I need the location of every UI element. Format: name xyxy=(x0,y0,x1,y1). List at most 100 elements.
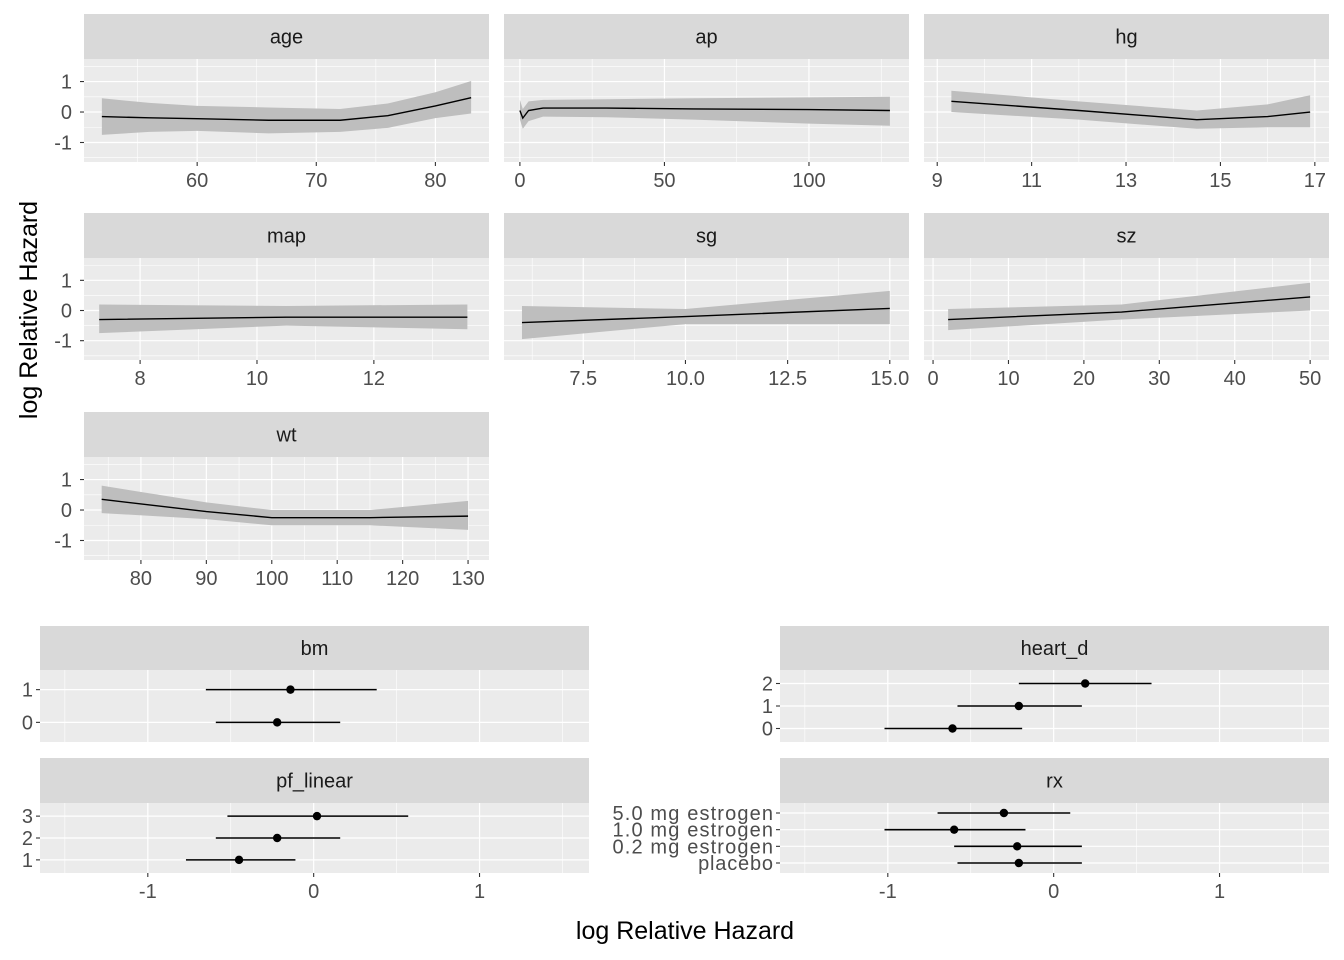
facet-strip-label: sg xyxy=(696,226,717,248)
x-tick-label: 15 xyxy=(1209,170,1231,192)
facet-strip-label: pf_linear xyxy=(276,771,353,793)
y-tick-label: -1 xyxy=(54,331,72,353)
panel-background xyxy=(780,803,1329,873)
y-tick-label: 0 xyxy=(61,500,72,522)
x-tick-label: 7.5 xyxy=(569,368,597,390)
estimate-point-pf_linear xyxy=(312,811,322,821)
y-tick-label: placebo xyxy=(698,853,773,875)
y-tick-label: 1 xyxy=(61,470,72,492)
y-tick-label: 0 xyxy=(762,719,773,741)
y-tick-label: 1.0 mg estrogen xyxy=(613,820,774,842)
estimate-point-bm xyxy=(286,685,295,694)
x-tick-label: 0 xyxy=(1048,881,1059,903)
y-tick-label: 0 xyxy=(61,301,72,323)
confidence-band-wt xyxy=(101,485,469,530)
effect-line-hg xyxy=(951,100,1311,121)
x-tick-label: 20 xyxy=(1073,368,1095,390)
estimate-point-heart_d xyxy=(948,724,957,733)
y-tick-label: 0 xyxy=(61,102,72,124)
x-tick-label: 9 xyxy=(932,170,943,192)
x-tick-label: 11 xyxy=(1021,170,1042,192)
facet-strip-label: sz xyxy=(1117,226,1137,248)
x-tick-label: 10 xyxy=(997,368,1019,390)
y-tick-label: 5.0 mg estrogen xyxy=(613,803,774,825)
facet-strip-label: hg xyxy=(1115,27,1137,49)
x-tick-label: 30 xyxy=(1148,368,1170,390)
facet-strip xyxy=(924,213,1329,258)
x-tick-label: 130 xyxy=(451,568,484,590)
y-tick-label: 2 xyxy=(22,828,33,850)
estimate-point-rx xyxy=(1014,858,1024,868)
facet-strip xyxy=(84,14,489,59)
confidence-band-age xyxy=(101,80,472,135)
x-tick-label: 8 xyxy=(135,368,146,390)
y-tick-label: -1 xyxy=(54,132,72,154)
facet-strip xyxy=(504,213,909,258)
facet-strip xyxy=(504,14,909,59)
estimate-point-bm xyxy=(272,718,282,727)
panel-background xyxy=(40,670,589,742)
x-tick-label: 40 xyxy=(1224,368,1246,390)
y-tick-label: -1 xyxy=(54,530,72,552)
y-tick-label: 0 xyxy=(22,712,33,734)
y-tick-label: 1 xyxy=(61,72,72,94)
x-tick-label: 10.0 xyxy=(666,368,705,390)
x-tick-label: 0 xyxy=(927,368,938,390)
x-tick-label: 12 xyxy=(363,368,385,390)
facet-strip xyxy=(84,412,489,457)
estimate-point-rx xyxy=(999,808,1009,818)
x-tick-label: 90 xyxy=(195,568,217,590)
effect-line-map xyxy=(99,316,468,321)
x-tick-label: 100 xyxy=(255,568,288,590)
estimate-point-rx xyxy=(949,825,959,834)
effect-line-age xyxy=(101,97,472,121)
facet-strip-label: rx xyxy=(1046,771,1063,793)
y-tick-label: 3 xyxy=(22,806,33,828)
x-tick-label: 0 xyxy=(514,170,525,192)
y-tick-label: 1 xyxy=(762,696,773,718)
estimate-point-pf_linear xyxy=(234,855,244,865)
effect-line-sg xyxy=(521,307,890,324)
x-tick-label: 80 xyxy=(424,170,446,192)
facet-strip-label: map xyxy=(267,226,306,248)
x-tick-label: 100 xyxy=(792,170,825,192)
y-tick-label: 1 xyxy=(61,270,72,292)
effect-line-wt xyxy=(101,498,469,519)
x-tick-label: 17 xyxy=(1304,170,1326,192)
x-tick-label: 50 xyxy=(1299,368,1321,390)
facet-strip xyxy=(924,14,1329,59)
y-tick-label: 1 xyxy=(22,680,33,702)
confidence-band-map xyxy=(99,304,468,334)
confidence-band-sz xyxy=(948,282,1311,331)
facet-strip-label: bm xyxy=(301,638,329,660)
y-tick-label: 2 xyxy=(762,674,773,696)
effect-line-sz xyxy=(948,296,1311,321)
estimate-point-pf_linear xyxy=(272,833,282,843)
x-tick-label: 80 xyxy=(130,568,152,590)
x-tick-label: 13 xyxy=(1115,170,1137,192)
x-axis-title: log Relative Hazard xyxy=(576,917,794,945)
facet-strip-label: heart_d xyxy=(1021,638,1089,660)
effect-line-ap xyxy=(519,107,890,120)
facet-strip xyxy=(40,626,589,670)
estimate-point-rx xyxy=(1012,842,1022,851)
estimate-point-heart_d xyxy=(1014,701,1024,711)
x-tick-label: 120 xyxy=(386,568,419,590)
facet-strip-label: age xyxy=(270,27,303,49)
x-tick-label: 15.0 xyxy=(870,368,909,390)
facet-strip xyxy=(40,758,589,803)
x-tick-label: 70 xyxy=(305,170,327,192)
facet-strip xyxy=(84,213,489,258)
x-tick-label: 10 xyxy=(246,368,268,390)
estimate-point-heart_d xyxy=(1080,679,1090,688)
x-tick-label: 0 xyxy=(308,881,319,903)
x-tick-label: 50 xyxy=(653,170,675,192)
confidence-band-ap xyxy=(519,96,890,129)
facet-strip-label: wt xyxy=(276,425,297,447)
x-tick-label: -1 xyxy=(879,881,897,903)
x-tick-label: 1 xyxy=(474,881,485,903)
x-tick-label: 60 xyxy=(186,170,208,192)
x-tick-label: 110 xyxy=(321,568,353,590)
facet-strip-label: ap xyxy=(695,27,717,49)
